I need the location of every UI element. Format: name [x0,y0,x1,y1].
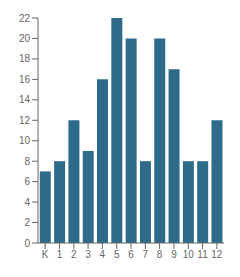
svg-text:2: 2 [71,249,77,260]
svg-text:22: 22 [19,13,31,24]
svg-text:11: 11 [197,249,208,260]
svg-text:3: 3 [85,249,91,260]
svg-text:4: 4 [100,249,106,260]
svg-text:K: K [42,249,49,260]
svg-text:6: 6 [128,249,134,260]
svg-text:18: 18 [19,53,31,64]
svg-text:12: 12 [19,115,31,126]
svg-text:8: 8 [157,249,163,260]
svg-text:6: 6 [24,176,30,187]
svg-text:4: 4 [24,197,30,208]
svg-text:5: 5 [114,249,120,260]
svg-text:20: 20 [19,33,31,44]
svg-text:2: 2 [24,217,30,228]
svg-text:16: 16 [19,74,31,85]
svg-text:9: 9 [171,249,177,260]
svg-text:7: 7 [143,249,149,260]
svg-text:14: 14 [19,94,31,105]
svg-text:10: 10 [19,135,31,146]
svg-text:1: 1 [57,249,63,260]
svg-text:12: 12 [211,249,223,260]
svg-text:0: 0 [24,238,30,249]
svg-text:10: 10 [183,249,195,260]
svg-text:8: 8 [24,156,30,167]
